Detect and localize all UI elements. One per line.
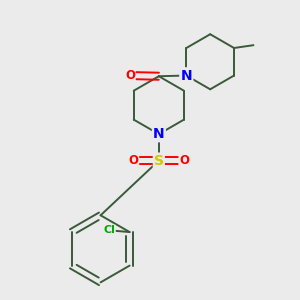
Text: N: N [153,127,165,141]
Text: Cl: Cl [103,225,115,235]
Text: S: S [154,154,164,168]
Text: N: N [153,127,165,141]
Text: O: O [125,69,135,82]
Text: N: N [181,68,192,83]
Text: O: O [128,154,138,167]
Text: O: O [179,154,189,167]
Text: N: N [181,68,192,83]
